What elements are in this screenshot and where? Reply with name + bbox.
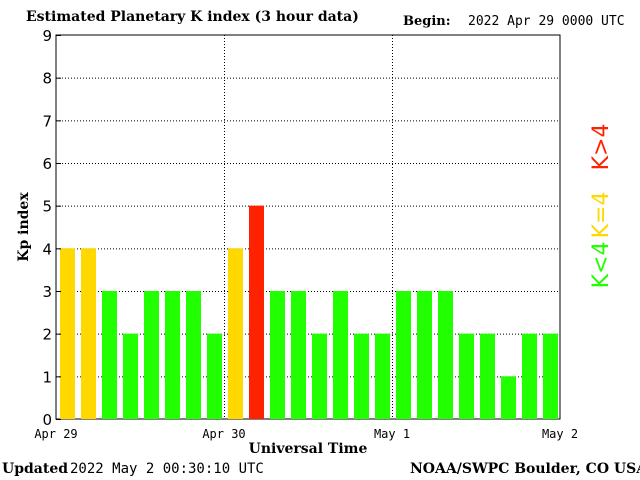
kp-bar: [438, 291, 453, 419]
chart-title: Estimated Planetary K index (3 hour data…: [26, 9, 359, 25]
y-tick-label: 0: [42, 411, 52, 429]
y-tick-label: 3: [42, 283, 52, 301]
kp-bar: [228, 248, 243, 419]
y-tick-label: 8: [42, 70, 52, 88]
legend: K<4 K=4 K>4: [589, 124, 614, 289]
kp-bar: [270, 291, 285, 419]
legend-item: K=4: [589, 192, 614, 239]
legend-item: K>4: [589, 124, 614, 171]
y-tick-label: 6: [42, 155, 52, 173]
x-axis-label: Universal Time: [249, 441, 368, 457]
kp-bar: [312, 333, 327, 419]
kp-bar: [123, 333, 138, 419]
y-tick-label: 4: [42, 240, 52, 258]
kp-bar: [186, 291, 201, 419]
kp-bar: [60, 248, 75, 419]
kp-bar: [207, 333, 222, 419]
y-tick-label: 5: [42, 198, 52, 216]
bars-group: [60, 205, 558, 419]
plot-frame: [55, 34, 561, 420]
kp-bar: [396, 291, 411, 419]
y-ticks: 0 1 2 3 4 5 6 7 8 9: [42, 27, 61, 429]
kp-bar: [144, 291, 159, 419]
x-ticks: Apr 29 Apr 30 May 1 May 2: [34, 427, 578, 441]
kp-bar: [501, 376, 516, 419]
kp-bar: [165, 291, 180, 419]
kp-bar: [249, 205, 264, 419]
kp-bar: [417, 291, 432, 419]
kp-bar: [81, 248, 96, 419]
legend-item: K<4: [589, 242, 614, 289]
credit-text: NOAA/SWPC Boulder, CO USA: [410, 461, 640, 477]
x-tick-label: May 1: [374, 427, 410, 441]
kp-bar: [291, 291, 306, 419]
kp-bar: [375, 333, 390, 419]
y-tick-label: 1: [42, 368, 52, 386]
kp-bar: [543, 333, 558, 419]
x-tick-label: Apr 29: [34, 427, 77, 441]
kp-bar: [480, 333, 495, 419]
y-axis-label: Kp index: [16, 192, 32, 262]
updated-label: Updated: [2, 461, 69, 477]
x-tick-label: Apr 30: [202, 427, 245, 441]
y-tick-label: 9: [42, 27, 52, 45]
kp-bar: [459, 333, 474, 419]
y-tick-label: 7: [42, 112, 52, 130]
grid-lines: [56, 35, 560, 419]
kp-bar: [102, 291, 117, 419]
begin-value: 2022 Apr 29 0000 UTC: [468, 14, 625, 29]
y-tick-label: 2: [42, 326, 52, 344]
updated-value: 2022 May 2 00:30:10 UTC: [70, 461, 264, 477]
kp-bar: [354, 333, 369, 419]
kp-bar: [522, 333, 537, 419]
x-tick-label: May 2: [542, 427, 578, 441]
kp-bar: [333, 291, 348, 419]
begin-label: Begin:: [403, 14, 451, 29]
